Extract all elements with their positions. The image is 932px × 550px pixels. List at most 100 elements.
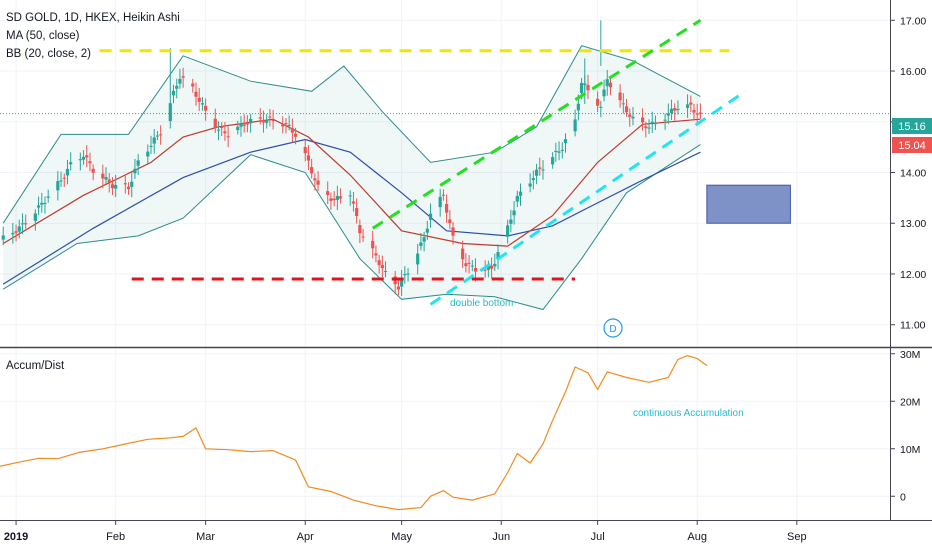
candle-body (265, 119, 269, 123)
candle-body (554, 150, 558, 153)
candle-body (560, 149, 564, 151)
candle-body (400, 280, 404, 287)
price-tick-label: 12.00 (900, 269, 926, 281)
time-tick-label: Mar (196, 531, 215, 543)
candle-body (563, 139, 568, 144)
candle-body (306, 155, 311, 161)
candle-body (24, 223, 28, 225)
candle-body (204, 105, 208, 111)
candle-body (69, 162, 73, 165)
bollinger-upper-band (2, 45, 701, 224)
candle-body (33, 213, 37, 221)
accum-dist-axis-ticks[interactable]: 0 10M 20M 30M (890, 349, 920, 504)
ma-legend[interactable]: MA (50, close) (6, 30, 80, 42)
candle-body (242, 124, 246, 126)
ad-tick-label: 20M (900, 396, 920, 408)
candle-body (65, 168, 70, 176)
candle-body (329, 198, 333, 201)
candle-body (692, 110, 696, 113)
candle-body (473, 267, 478, 272)
candle-body (191, 83, 195, 87)
double-bottom-annotation[interactable]: double bottom (450, 298, 513, 309)
time-axis-ticks[interactable]: 2019 Feb Mar Apr May Jun Jul Aug Sep (4, 520, 807, 543)
candle-body (91, 168, 95, 173)
candle-body (290, 128, 294, 133)
candle-body (43, 202, 47, 204)
candle-body (126, 186, 131, 190)
ad-tick-label: 10M (900, 444, 920, 456)
continuous-accumulation-annotation[interactable]: continuous Accumulation (633, 408, 744, 419)
candle-body (104, 177, 108, 180)
time-tick-label: Sep (787, 531, 807, 543)
time-tick-label: Jul (591, 531, 605, 543)
time-tick-label: 2019 (4, 531, 28, 543)
candle-body (146, 151, 150, 157)
dividend-marker-label: D (609, 324, 616, 335)
candle-body (213, 118, 217, 128)
candle-body (287, 124, 291, 126)
upper-channel-line[interactable] (371, 19, 702, 230)
candle-body (608, 82, 613, 88)
candle-body (351, 201, 356, 204)
accum-dist-legend[interactable]: Accum/Dist (6, 360, 65, 372)
candle-body (110, 184, 115, 189)
candle-body (528, 183, 532, 187)
bb-legend[interactable]: BB (20, close, 2) (6, 48, 91, 60)
candle-body (200, 103, 205, 105)
candle-body (653, 122, 658, 125)
candle-body (62, 177, 66, 179)
candle-body (531, 178, 535, 181)
candle-body (293, 133, 298, 137)
symbol-title[interactable]: SD GOLD, 1D, HKEX, Heikin Ashi (6, 12, 180, 24)
target-zone-box[interactable] (706, 184, 791, 224)
candle-body (133, 168, 137, 174)
candle-body (445, 204, 449, 213)
time-tick-label: Apr (297, 531, 314, 543)
candle-body (403, 274, 407, 276)
ma-price-badge: 15.04 (892, 137, 932, 153)
candle-body (348, 195, 352, 197)
dividend-marker[interactable]: D (603, 318, 623, 338)
candle-body (515, 195, 519, 202)
lower-channel-line[interactable] (429, 90, 747, 306)
candle-body (579, 82, 584, 93)
candle-body (194, 91, 198, 97)
candle-body (226, 136, 230, 138)
candle-body (374, 253, 378, 256)
candle-body (496, 252, 500, 260)
candle-body (258, 117, 262, 119)
candle-body (239, 123, 243, 127)
time-tick-label: Aug (687, 531, 707, 543)
candle-body (647, 127, 651, 129)
candle-body (695, 113, 699, 115)
ad-tick-label: 0 (900, 491, 906, 503)
candle-body (689, 102, 693, 105)
candle-body (650, 121, 654, 123)
candle-body (358, 225, 362, 234)
candle-body (586, 84, 590, 91)
candle-body (313, 178, 317, 181)
candle-body (197, 97, 201, 102)
trendline-drawings[interactable] (99, 19, 791, 306)
dividend-marker-circle (603, 318, 623, 338)
candle-body (216, 129, 221, 131)
price-tick-label: 17.00 (900, 15, 926, 27)
candle-body (534, 169, 539, 176)
candle-body (261, 120, 266, 123)
price-tick-label: 16.00 (900, 66, 926, 78)
indicator-lines (0, 45, 890, 311)
candle-body (416, 253, 420, 265)
candle-body (538, 167, 542, 169)
last-price-badge-bg (892, 118, 932, 134)
candle-body (335, 195, 339, 200)
candle-body (371, 240, 375, 249)
candle-body (396, 286, 401, 290)
candle-body (377, 260, 381, 266)
time-tick-label: Feb (106, 531, 125, 543)
last-price-badge: 15.16 (892, 118, 932, 134)
candle-body (107, 179, 111, 183)
candle-body (573, 119, 577, 132)
